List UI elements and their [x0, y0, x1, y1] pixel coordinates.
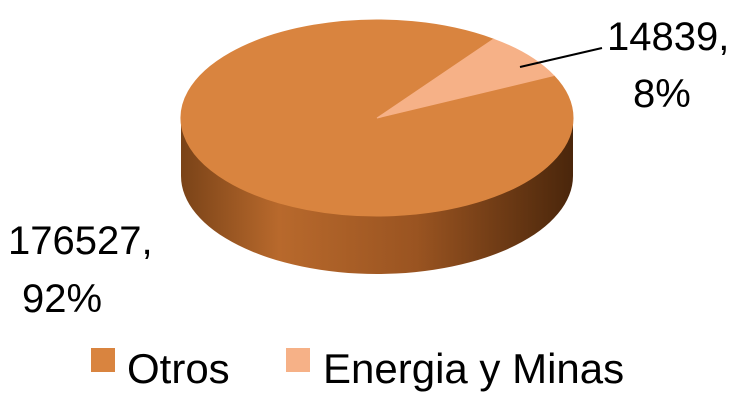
- legend: Otros Energia y Minas: [91, 345, 624, 392]
- pie-side-wall: [181, 118, 573, 274]
- legend-swatch-energia-y-minas: [286, 348, 310, 372]
- legend-label-otros: Otros: [127, 345, 230, 392]
- data-label-otros-percent: 92%: [22, 277, 102, 321]
- legend-swatch-otros: [91, 348, 115, 372]
- legend-label-energia-y-minas: Energia y Minas: [323, 345, 624, 392]
- data-label-energia-percent: 8%: [633, 72, 691, 116]
- data-label-otros-value: 176527,: [8, 219, 153, 263]
- leader-line: [519, 47, 603, 68]
- pie-slices: [180, 19, 574, 217]
- data-label-energia-value: 14839,: [607, 15, 729, 59]
- pie-slice-energia-y-minas: [376, 38, 555, 119]
